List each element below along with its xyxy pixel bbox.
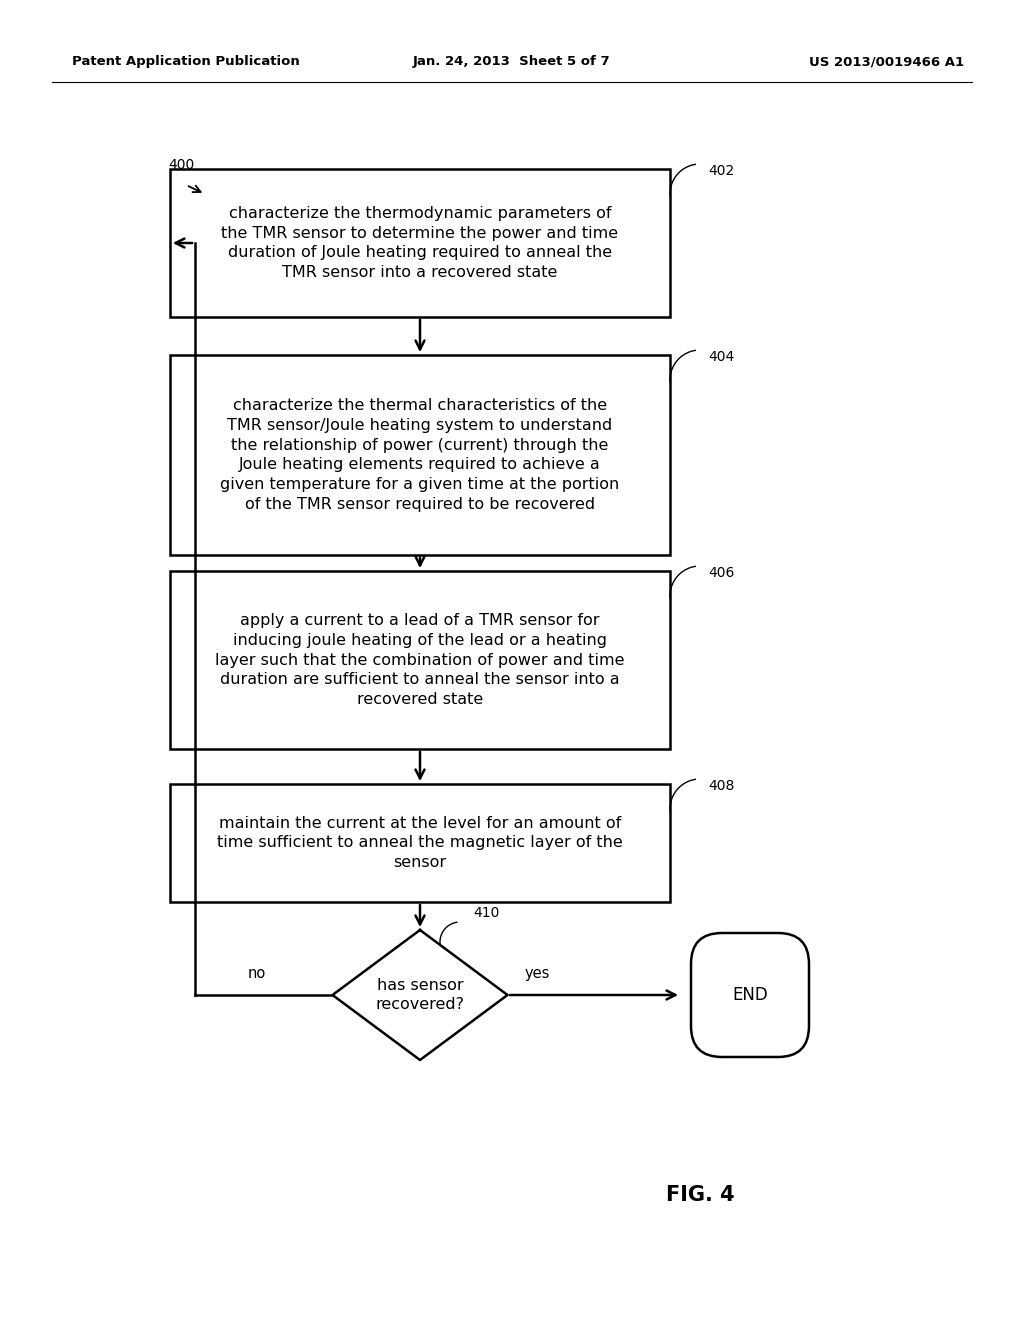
Bar (170, 784, 670, 902)
FancyBboxPatch shape (691, 933, 809, 1057)
Bar (170, 355, 670, 554)
Text: characterize the thermodynamic parameters of
the TMR sensor to determine the pow: characterize the thermodynamic parameter… (221, 206, 618, 280)
Text: no: no (248, 966, 266, 981)
Text: yes: yes (525, 966, 550, 981)
Text: US 2013/0019466 A1: US 2013/0019466 A1 (809, 55, 964, 69)
Text: 404: 404 (708, 350, 734, 364)
Text: FIG. 4: FIG. 4 (666, 1185, 734, 1205)
Text: apply a current to a lead of a TMR sensor for
inducing joule heating of the lead: apply a current to a lead of a TMR senso… (215, 612, 625, 708)
Text: characterize the thermal characteristics of the
TMR sensor/Joule heating system : characterize the thermal characteristics… (220, 399, 620, 512)
Text: END: END (732, 986, 768, 1005)
Text: maintain the current at the level for an amount of
time sufficient to anneal the: maintain the current at the level for an… (217, 816, 623, 870)
Bar (170, 169, 670, 317)
Text: 402: 402 (708, 164, 734, 178)
Text: Jan. 24, 2013  Sheet 5 of 7: Jan. 24, 2013 Sheet 5 of 7 (414, 55, 610, 69)
Bar (170, 572, 670, 748)
Polygon shape (333, 931, 508, 1060)
Text: 406: 406 (708, 566, 734, 579)
Text: has sensor
recovered?: has sensor recovered? (376, 978, 465, 1012)
Text: 408: 408 (708, 779, 734, 793)
Text: Patent Application Publication: Patent Application Publication (72, 55, 300, 69)
Text: 410: 410 (473, 906, 500, 920)
Text: 400: 400 (168, 158, 195, 172)
